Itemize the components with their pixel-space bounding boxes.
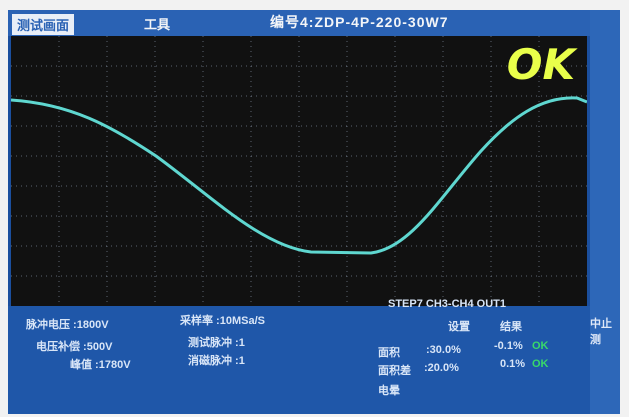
area-status: OK bbox=[532, 340, 549, 352]
stop-test-button[interactable]: 中止测 bbox=[590, 318, 612, 346]
pulse-voltage: 脉冲电压 :1800V bbox=[26, 319, 109, 331]
test-pulse: 测试脉冲 :1 bbox=[188, 337, 245, 349]
waveform-plot bbox=[10, 36, 588, 306]
discharge-pulse: 消磁脉冲 :1 bbox=[188, 355, 245, 367]
area-result: -0.1% bbox=[494, 340, 523, 352]
area-diff-setting: :20.0% bbox=[424, 362, 459, 374]
area-diff-label: 面积差 bbox=[378, 365, 411, 377]
waveform-display: OK bbox=[10, 36, 588, 306]
result-ok-indicator: OK bbox=[506, 40, 575, 89]
peak-voltage: 峰值 :1780V bbox=[70, 359, 131, 371]
waveform-trace bbox=[10, 96, 588, 255]
tab-tools[interactable]: 工具 bbox=[144, 17, 171, 32]
step-info: STEP7 CH3-CH4 OUT1 bbox=[388, 298, 506, 310]
tab-test-screen[interactable]: 测试画面 bbox=[12, 14, 75, 35]
area-diff-status: OK bbox=[532, 358, 549, 370]
scope-grid bbox=[11, 36, 587, 306]
tester-screen: 测试画面 工具 编号4:ZDP-4P-220-30W7 bbox=[8, 10, 620, 414]
sample-rate: 采样率 :10MSa/S bbox=[180, 315, 265, 327]
corona-label: 电晕 bbox=[378, 385, 400, 397]
info-panel: 脉冲电压 :1800V 采样率 :10MSa/S 电压补偿 :500V 峰值 :… bbox=[8, 298, 590, 414]
result-header: 结果 bbox=[500, 321, 522, 333]
model-label: 编号4:ZDP-4P-220-30W7 bbox=[270, 14, 449, 30]
side-panel bbox=[590, 10, 620, 414]
area-label: 面积 bbox=[378, 347, 400, 359]
title-bar: 测试画面 工具 编号4:ZDP-4P-220-30W7 bbox=[8, 10, 590, 36]
area-setting: :30.0% bbox=[426, 344, 461, 356]
voltage-compensation: 电压补偿 :500V bbox=[36, 341, 113, 353]
area-diff-result: 0.1% bbox=[500, 358, 526, 370]
setting-header: 设置 bbox=[448, 321, 470, 333]
